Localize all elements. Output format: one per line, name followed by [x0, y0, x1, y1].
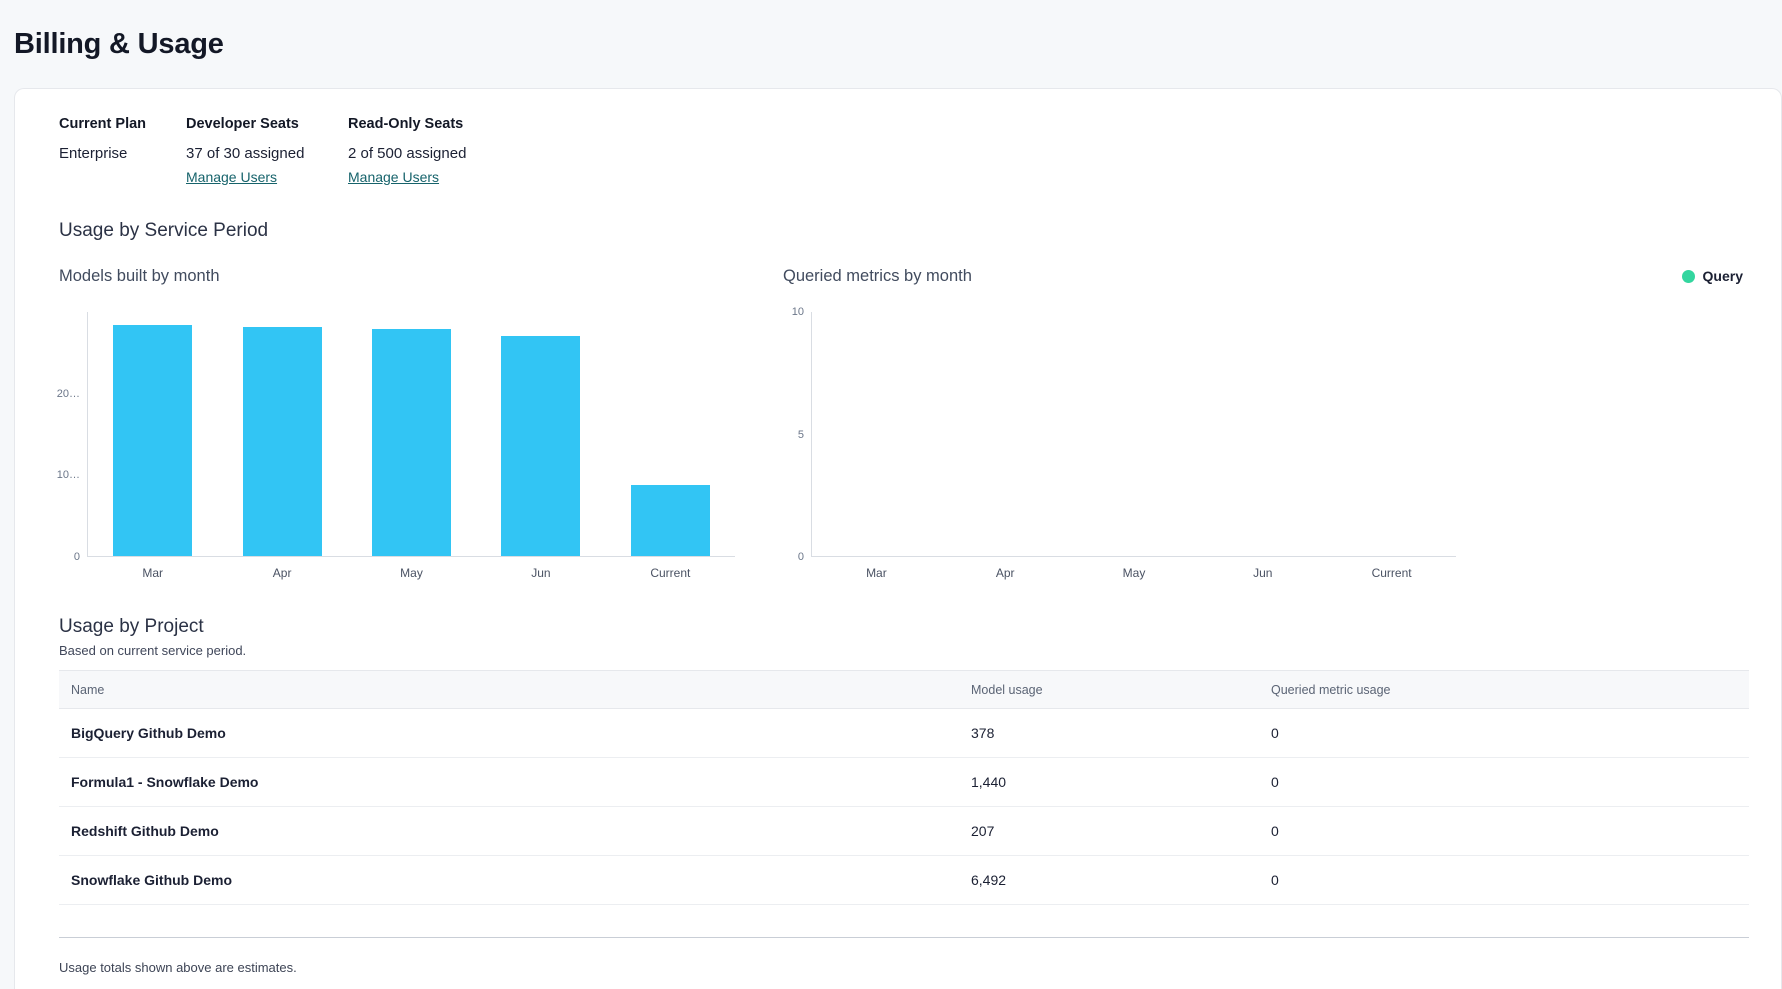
bar-slot	[606, 312, 735, 556]
bar-apr[interactable]	[242, 326, 322, 556]
cell-model-usage: 378	[959, 708, 1259, 758]
cell-model-usage: 1,440	[959, 757, 1259, 807]
page-header: Billing & Usage	[0, 0, 1782, 88]
models-built-chart: Models built by month 0 10… 20… Mar Apr Ma…	[15, 265, 775, 580]
queried-chart-x-axis	[811, 556, 1456, 557]
x-label-current: Current	[1371, 566, 1412, 580]
bar-slot	[1327, 312, 1456, 556]
cell-project-name: BigQuery Github Demo	[59, 708, 959, 758]
cell-project-name: Redshift Github Demo	[59, 806, 959, 856]
page-title: Billing & Usage	[14, 27, 224, 60]
bar-slot	[812, 312, 941, 556]
plan-summary: Current Plan Enterprise Developer Seats …	[15, 89, 1781, 187]
x-label-current: Current	[650, 566, 691, 580]
cell-project-name: Snowflake Github Demo	[59, 855, 959, 905]
bar-slot	[1198, 312, 1327, 556]
cell-queried-metric-usage: 0	[1259, 806, 1749, 856]
manage-users-link-readonly[interactable]: Manage Users	[348, 169, 440, 185]
table-row[interactable]: Formula1 - Snowflake Demo 1,440 0	[59, 757, 1749, 807]
x-label-jun: Jun	[1253, 566, 1273, 580]
bar-jun[interactable]	[501, 335, 581, 556]
models-chart-ytick-0: 0	[73, 551, 80, 563]
legend-label-query: Query	[1702, 268, 1743, 284]
table-row[interactable]: Snowflake Github Demo 6,492 0	[59, 855, 1749, 905]
column-header-queried-metric-usage[interactable]: Queried metric usage	[1259, 670, 1749, 709]
billing-card: Current Plan Enterprise Developer Seats …	[14, 88, 1782, 989]
table-footer-cell	[59, 904, 959, 938]
current-plan-label: Current Plan	[59, 116, 147, 132]
readonly-seats-value: 2 of 500 assigned	[348, 145, 467, 162]
x-label-jun: Jun	[531, 566, 551, 580]
x-label-mar: Mar	[142, 566, 164, 580]
cell-project-name: Formula1 - Snowflake Demo	[59, 757, 959, 807]
x-label-apr: Apr	[995, 566, 1015, 580]
x-label-may: May	[1122, 566, 1146, 580]
models-chart-bars	[88, 312, 735, 556]
bar-may[interactable]	[372, 329, 451, 556]
queried-chart-legend: Query	[1681, 268, 1743, 284]
table-footer-cell	[1259, 904, 1749, 938]
bar-slot	[217, 312, 346, 556]
cell-queried-metric-usage: 0	[1259, 855, 1749, 905]
column-header-name[interactable]: Name	[59, 670, 959, 709]
readonly-seats-column: Read-Only Seats 2 of 500 assigned Manage…	[348, 114, 548, 187]
models-chart-x-axis	[87, 556, 735, 557]
models-chart-plot: 0 10… 20… Mar Apr May Jun Current	[57, 312, 735, 580]
charts-row: Models built by month 0 10… 20… Mar Apr Ma…	[15, 243, 1781, 580]
queried-chart-plot: 0 5 10 Mar Apr May Jun Current	[792, 306, 1456, 580]
usage-table: Name Model usage Queried metric usage Bi…	[59, 670, 1749, 938]
usage-by-service-period-heading: Usage by Service Period	[59, 220, 269, 241]
cell-model-usage: 6,492	[959, 855, 1259, 905]
usage-by-project-subtitle: Based on current service period.	[59, 643, 247, 658]
queried-chart-title: Queried metrics by month	[783, 267, 972, 285]
bar-slot	[347, 312, 476, 556]
table-row[interactable]: BigQuery Github Demo 378 0	[59, 708, 1749, 758]
developer-seats-label: Developer Seats	[186, 116, 299, 132]
models-chart-ytick-2: 20…	[56, 387, 80, 400]
x-label-apr: Apr	[272, 566, 292, 580]
models-chart-title: Models built by month	[59, 267, 220, 285]
bar-current[interactable]	[630, 485, 710, 556]
current-plan-column: Current Plan Enterprise	[59, 114, 186, 187]
x-label-may: May	[400, 566, 423, 580]
usage-footnote: Usage totals shown above are estimates.	[59, 960, 297, 975]
developer-seats-value: 37 of 30 assigned	[186, 145, 305, 162]
usage-by-project-section: Usage by Project Based on current servic…	[15, 557, 1781, 938]
table-footer-cell	[959, 904, 1259, 938]
table-footer-row	[59, 904, 1749, 938]
x-label-mar: Mar	[866, 566, 887, 580]
bar-slot	[476, 312, 605, 556]
bar-mar[interactable]	[113, 325, 193, 556]
bar-slot	[1070, 312, 1199, 556]
models-chart-y-axis	[87, 312, 88, 557]
queried-chart-bars	[812, 312, 1456, 556]
bar-slot	[941, 312, 1070, 556]
usage-table-header-row: Name Model usage Queried metric usage	[59, 670, 1749, 709]
manage-users-link-developer[interactable]: Manage Users	[186, 169, 278, 185]
queried-chart-ytick-1: 5	[797, 428, 804, 441]
column-header-model-usage[interactable]: Model usage	[959, 670, 1259, 709]
bar-slot	[88, 312, 217, 556]
readonly-seats-label: Read-Only Seats	[348, 116, 464, 132]
cell-queried-metric-usage: 0	[1259, 757, 1749, 807]
table-row[interactable]: Redshift Github Demo 207 0	[59, 806, 1749, 856]
models-chart-ytick-1: 10…	[56, 469, 80, 482]
queried-chart-x-labels: Mar Apr May Jun Current	[812, 557, 1456, 580]
models-chart-x-labels: Mar Apr May Jun Current	[88, 557, 735, 580]
cell-model-usage: 207	[959, 806, 1259, 856]
queried-chart-y-axis	[811, 312, 812, 557]
developer-seats-column: Developer Seats 37 of 30 assigned Manage…	[186, 114, 348, 187]
queried-chart-ytick-2: 10	[791, 306, 804, 318]
queried-metrics-chart: Queried metrics by month Query 0 5 10 Ma…	[775, 265, 1775, 580]
cell-queried-metric-usage: 0	[1259, 708, 1749, 758]
usage-by-project-title: Usage by Project	[59, 616, 204, 637]
current-plan-value: Enterprise	[59, 145, 128, 162]
legend-dot-icon	[1681, 269, 1695, 283]
queried-chart-ytick-0: 0	[797, 551, 804, 563]
